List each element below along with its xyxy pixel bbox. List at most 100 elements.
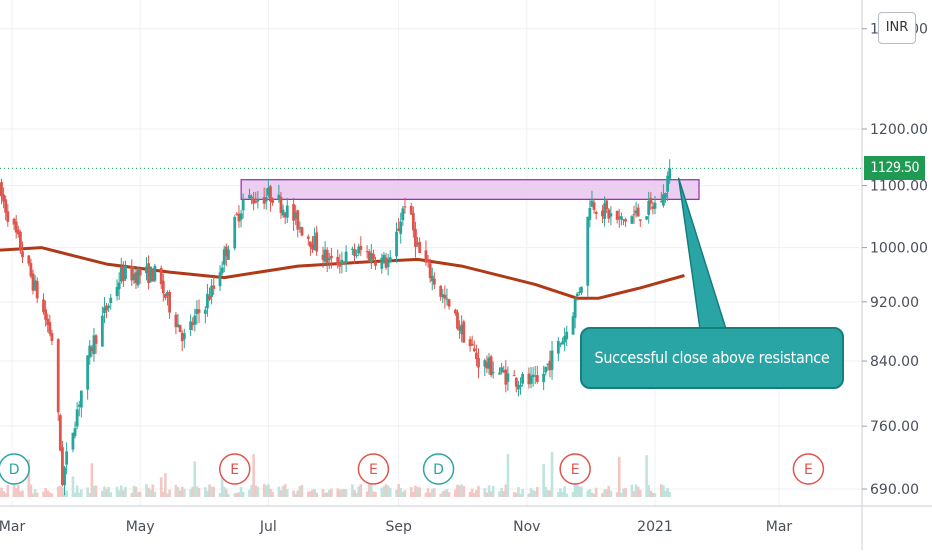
candle — [323, 241, 327, 265]
earnings-marker: E — [357, 453, 390, 485]
candle — [441, 289, 445, 304]
volume-bar — [212, 486, 216, 497]
volume-bar — [603, 489, 606, 497]
candle-body — [233, 216, 237, 249]
volume-bar — [430, 488, 434, 497]
candle — [168, 289, 171, 319]
volume-bar — [174, 484, 178, 497]
x-tick-label: Mar — [0, 519, 25, 535]
candle-body — [210, 285, 214, 297]
volume-bar — [443, 490, 447, 497]
candle — [374, 256, 377, 270]
candle — [73, 421, 77, 439]
volume-bar — [384, 484, 388, 497]
y-tick-label: 690.00 — [870, 482, 919, 498]
candle-body — [521, 373, 525, 384]
candle — [27, 254, 31, 267]
candle-body — [73, 428, 77, 436]
candle-body — [355, 254, 359, 256]
candle — [338, 253, 342, 274]
candle-body — [489, 356, 493, 376]
candle-body — [115, 287, 119, 297]
candle — [208, 287, 211, 301]
volume-bar — [262, 484, 266, 497]
volume-bar — [294, 493, 297, 497]
volume-bar — [267, 484, 270, 497]
candle-body — [622, 219, 625, 221]
candle — [12, 217, 16, 230]
candle-body — [206, 293, 209, 309]
candle — [88, 339, 92, 365]
candle-body — [6, 211, 10, 222]
candle — [622, 219, 625, 226]
candle-body — [372, 253, 375, 260]
candle — [395, 222, 398, 263]
candle-body — [58, 415, 62, 451]
volume-bar — [399, 488, 403, 497]
volume-bar — [279, 490, 283, 497]
volume-bar — [124, 486, 127, 497]
candle — [487, 352, 491, 375]
candle-body — [180, 332, 184, 342]
volume-bar — [195, 486, 199, 497]
candle-body — [130, 266, 134, 281]
volume-bar — [321, 489, 325, 497]
candle — [563, 327, 567, 352]
volume-bar — [117, 490, 121, 497]
candle — [456, 309, 459, 331]
volume-bar — [632, 491, 636, 497]
annotation-callout[interactable]: Successful close above resistance — [580, 327, 844, 389]
candle — [71, 432, 75, 453]
volume-bar — [592, 493, 596, 497]
volume-bar — [533, 490, 537, 497]
x-tick-label: Nov — [513, 519, 540, 535]
volume-bar — [653, 493, 657, 497]
candle — [443, 285, 447, 309]
candle — [271, 197, 274, 206]
candle — [224, 243, 228, 267]
volume-bar — [235, 492, 239, 497]
candle — [594, 210, 598, 220]
volume-bar — [281, 485, 285, 497]
candle — [306, 234, 310, 246]
volume-bar — [498, 491, 501, 497]
candle — [439, 285, 443, 301]
candle — [504, 360, 508, 393]
candle — [556, 337, 560, 362]
candle — [571, 311, 575, 335]
volume-bar — [130, 493, 134, 497]
candle — [149, 266, 153, 283]
volume-bar — [529, 488, 533, 497]
volume-bar — [6, 484, 10, 497]
candle — [601, 205, 604, 223]
resistance-zone-layer[interactable] — [240, 179, 700, 200]
candle-body — [212, 285, 216, 289]
candle — [414, 221, 417, 258]
x-tick-label: 2021 — [637, 519, 673, 535]
volume-bar — [548, 490, 552, 497]
candle-body — [315, 232, 319, 252]
candle — [145, 257, 148, 281]
volume-bar — [647, 485, 650, 497]
candle-body — [651, 206, 655, 209]
event-marker-label: E — [230, 462, 239, 478]
candle-body — [298, 227, 302, 229]
candle — [197, 299, 201, 324]
dividend-marker: D — [422, 453, 455, 485]
volume-bar — [578, 486, 581, 497]
candle-body — [485, 362, 489, 369]
candle — [664, 192, 667, 203]
volume-bar — [14, 487, 18, 497]
candle-body — [227, 249, 230, 260]
volume-bar — [500, 487, 503, 497]
currency-label[interactable]: INR — [878, 12, 916, 44]
candle — [138, 268, 142, 284]
volume-bar — [65, 490, 68, 497]
volume-bar — [580, 486, 583, 497]
candle — [109, 294, 113, 310]
candle-body — [443, 294, 447, 299]
candle — [2, 187, 5, 209]
